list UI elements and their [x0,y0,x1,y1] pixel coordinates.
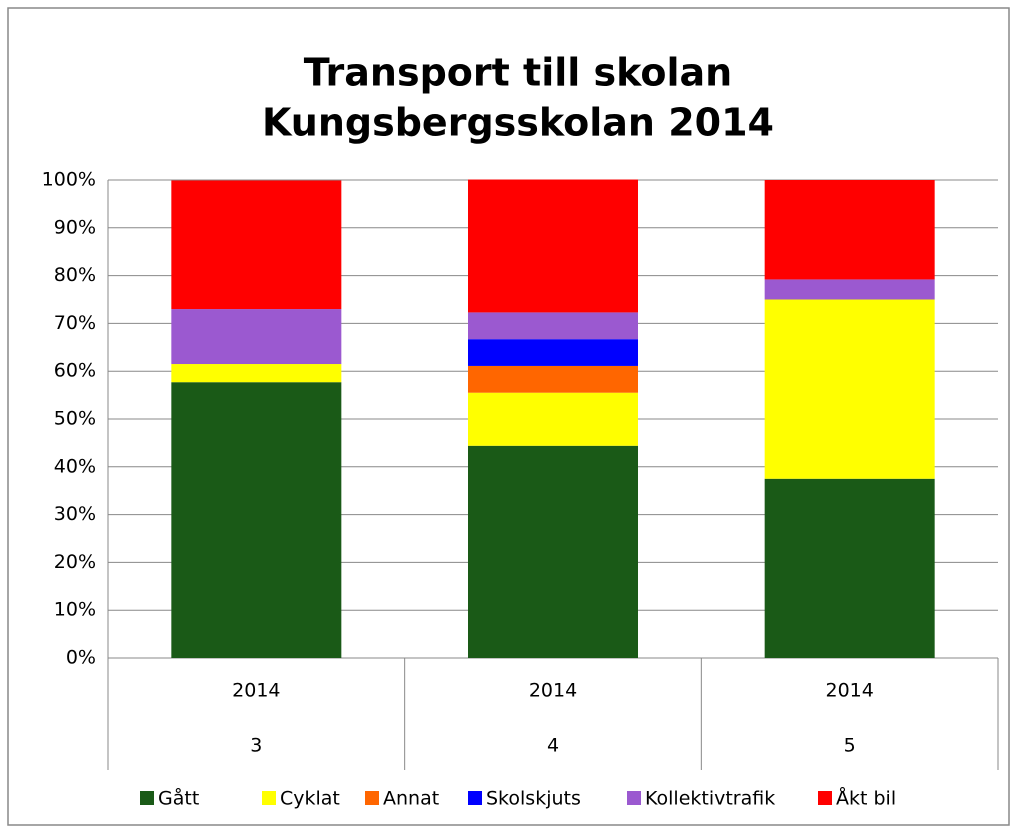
y-tick-label: 40% [54,455,96,477]
y-tick-label: 60% [54,360,96,382]
legend-swatch [262,791,276,805]
chart-title: Kungsbergsskolan 2014 [262,101,774,145]
bar-segment [468,445,638,658]
bar-segment [468,365,638,393]
y-tick-label: 10% [54,599,96,621]
bar-segment [171,364,342,383]
y-tick-label: 70% [54,312,96,334]
bar-segment [764,299,935,479]
legend-swatch [468,791,482,805]
bar-segment [468,392,638,446]
x-group-label: 2014 [529,680,577,702]
bar-segment [764,279,935,300]
legend-swatch [818,791,832,805]
bar-segment [468,179,638,313]
bar-segment [171,309,342,365]
x-tick-label: 5 [844,735,856,757]
bar-segment [764,478,935,658]
x-tick-label: 3 [250,735,262,757]
y-tick-label: 0% [66,647,96,669]
chart-title: Transport till skolan [304,51,732,95]
x-tick-label: 4 [547,735,559,757]
legend-label: Annat [383,788,439,810]
bar-segment [468,312,638,340]
y-tick-label: 90% [54,216,96,238]
legend-label: Gått [158,787,199,810]
y-tick-label: 50% [54,408,96,430]
legend-label: Kollektivtrafik [645,788,775,810]
y-tick-label: 100% [42,169,96,191]
legend-swatch [365,791,379,805]
x-group-label: 2014 [232,680,280,702]
y-tick-label: 80% [54,264,96,286]
bar-segment [171,382,342,658]
y-tick-label: 30% [54,503,96,525]
bar-segment [468,339,638,366]
x-group-label: 2014 [825,680,873,702]
legend-label: Skolskjuts [486,788,581,810]
legend-swatch [140,791,154,805]
bar-segment [764,180,935,280]
y-tick-label: 20% [54,551,96,573]
legend-swatch [627,791,641,805]
legend-label: Cyklat [280,788,340,810]
bar-segment [171,180,342,310]
legend-label: Åkt bil [836,787,896,810]
